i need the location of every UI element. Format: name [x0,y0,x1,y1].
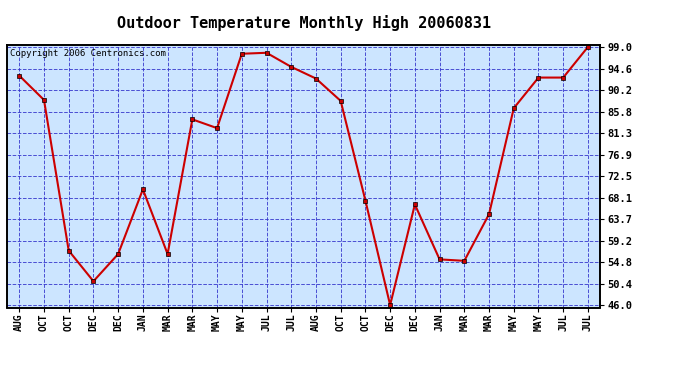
Text: Outdoor Temperature Monthly High 20060831: Outdoor Temperature Monthly High 2006083… [117,15,491,31]
Text: Copyright 2006 Centronics.com: Copyright 2006 Centronics.com [10,49,166,58]
